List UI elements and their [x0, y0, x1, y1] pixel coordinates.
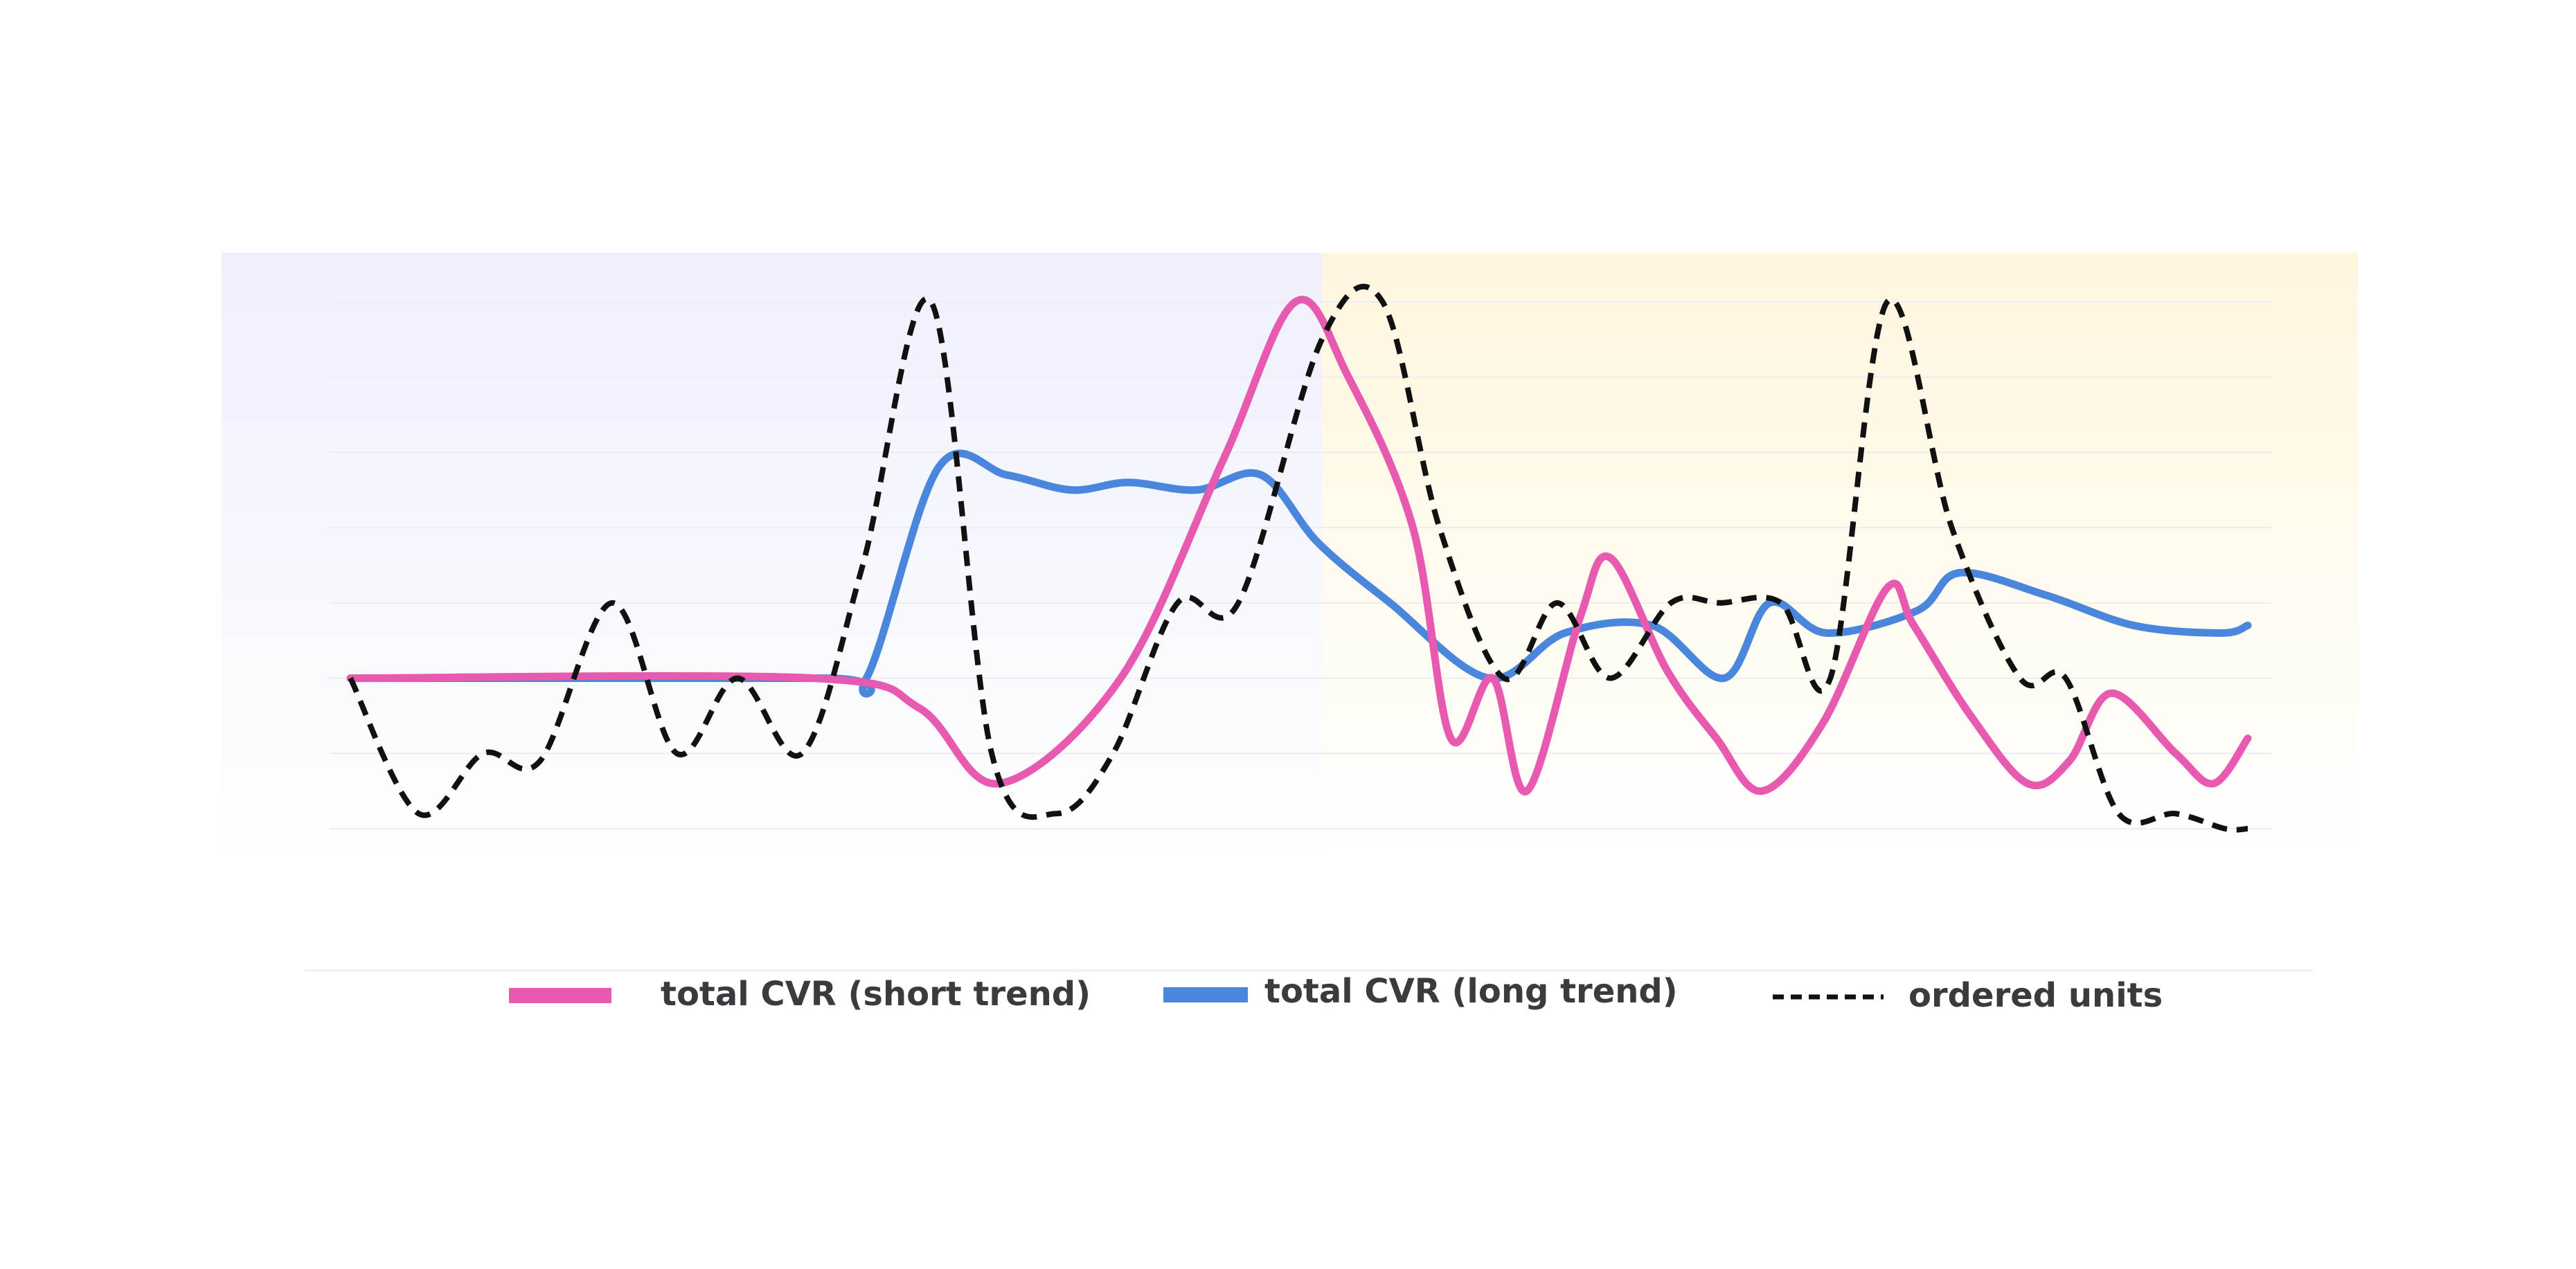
legend-label-short-trend: total CVR (short trend): [661, 975, 1091, 1014]
series-line-ordered-units: [348, 283, 2248, 833]
shaded-region-right: [1321, 253, 2358, 865]
legend-swatch-long-trend: [1163, 987, 1248, 1002]
shaded-region-left: [221, 253, 1322, 865]
series-line-short-trend: [346, 296, 2252, 795]
legend-swatch-short-trend: [509, 988, 611, 1003]
legend-label-ordered-units: ordered units: [1908, 976, 2163, 1015]
shaded-regions: [221, 253, 2358, 865]
series-group: [346, 283, 2252, 833]
legend: total CVR (short trend) total CVR (long …: [305, 969, 2313, 1015]
series-line-long-trend: [346, 449, 2252, 698]
legend-label-long-trend: total CVR (long trend): [1264, 972, 1678, 1011]
